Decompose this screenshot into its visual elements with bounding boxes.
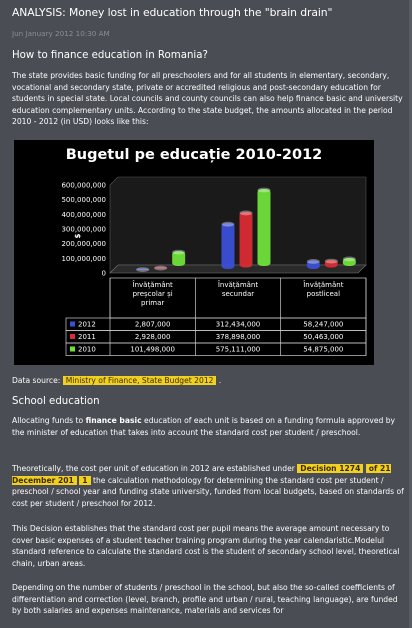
table-row-2010 xyxy=(65,342,367,356)
data-source-line: Data source: Ministry of Finance, State … xyxy=(12,375,404,387)
bar-2012-1 xyxy=(221,223,235,269)
category-label: postliceal xyxy=(307,290,340,298)
bar-cap-2011-2 xyxy=(324,258,338,264)
y-axis-label: $ xyxy=(74,233,82,238)
bar-cap-2012-0 xyxy=(136,267,150,272)
s2-p1-bold: finance basic xyxy=(85,416,142,425)
category-label: Învățământ xyxy=(133,280,174,290)
school-paragraph-4: Depending on the number of students / pr… xyxy=(12,583,398,616)
y-tick-label: 0 xyxy=(102,270,106,278)
data-label-2011-2: 50,463,000 xyxy=(303,333,343,341)
decision-link[interactable]: Decision 1274 xyxy=(297,464,364,473)
data-label-2012-2: 58,247,000 xyxy=(303,321,343,329)
chart-floor xyxy=(109,264,367,274)
category-label: preșcolar și xyxy=(133,290,173,298)
bar-2010-2 xyxy=(342,257,356,266)
data-label-2010-1: 575,111,000 xyxy=(216,346,261,354)
y-tick-label: 400,000,000 xyxy=(61,211,106,219)
category-label: Învățământ xyxy=(218,280,259,290)
category-label: Învățământ xyxy=(303,280,344,290)
bar-2011-1 xyxy=(239,211,253,268)
y-tick-label: 500,000,000 xyxy=(61,196,106,204)
y-tick-label: 100,000,000 xyxy=(61,255,106,263)
data-label-2010-2: 54,875,000 xyxy=(303,346,343,354)
bar-2011-0 xyxy=(154,267,168,269)
bar-cap-2012-2 xyxy=(306,259,320,264)
legend-swatch-2010 xyxy=(70,346,75,352)
page-scrollbar[interactable] xyxy=(409,0,412,628)
s2-p2-post: the calculation methodology for determin… xyxy=(12,475,404,508)
section-heading-finance: How to finance education in Romania? xyxy=(12,50,208,61)
school-paragraph-3: This Decision establishes that the stand… xyxy=(12,524,400,568)
category-label: secundar xyxy=(222,290,254,298)
article-date: Jun January 2012 10:30 AM xyxy=(12,29,110,38)
data-label-2011-1: 378,898,000 xyxy=(216,333,261,341)
y-tick-label: 600,000,000 xyxy=(61,182,106,190)
intro-paragraph: The state provides basic funding for all… xyxy=(12,71,403,127)
legend-label-2010: 2010 xyxy=(78,346,96,354)
bar-2012-0 xyxy=(136,268,150,271)
bar-cap-2010-0 xyxy=(172,249,186,255)
data-label-2012-0: 2,807,000 xyxy=(135,321,171,329)
s2-p1-pre: Allocating funds to xyxy=(12,416,86,425)
bar-2010-1 xyxy=(257,189,271,266)
school-paragraph-1: Allocating funds to finance basic educat… xyxy=(12,415,404,438)
bar-cap-2011-1 xyxy=(239,210,253,216)
data-source-end: . xyxy=(218,376,222,385)
data-source-label: Data source: xyxy=(12,376,61,385)
s2-p1-post: education of each unit is based on a fun… xyxy=(12,416,396,437)
data-label-2011-0: 2,928,000 xyxy=(135,333,171,341)
legend-label-2012: 2012 xyxy=(78,321,96,329)
bar-cap-2011-0 xyxy=(154,265,168,271)
school-paragraph-2: Theoretically, the cost per unit of educ… xyxy=(12,463,404,509)
chart-back-wall xyxy=(109,176,367,274)
legend-swatch-2011 xyxy=(70,334,75,339)
category-label: primar xyxy=(141,299,164,307)
y-tick-label: 200,000,000 xyxy=(61,240,106,248)
budget-chart: Bugetul pe educație 2010-2012 600,000,00… xyxy=(14,140,374,365)
article-title: ANALYSIS: Money lost in education throug… xyxy=(12,6,333,19)
bar-2012-2 xyxy=(306,260,320,269)
chart-title: Bugetul pe educație 2010-2012 xyxy=(65,147,323,163)
bar-cap-2010-2 xyxy=(342,256,356,262)
budget-chart-svg: 600,000,000 500,000,000 400,000,000 300,000… xyxy=(61,176,367,356)
decision-year-link[interactable]: 1 xyxy=(79,475,91,485)
bar-2011-2 xyxy=(324,260,338,268)
legend-swatch-2012 xyxy=(70,321,75,327)
section-heading-school: School education xyxy=(12,396,100,407)
data-label-2012-1: 312,434,000 xyxy=(216,321,261,329)
bar-2010-0 xyxy=(172,251,186,266)
data-source-link[interactable]: Ministry of Finance, State Budget 2012 xyxy=(62,376,217,385)
legend-label-2011: 2011 xyxy=(78,333,96,341)
data-label-2010-0: 101,498,000 xyxy=(130,346,175,354)
y-tick-label: 300,000,000 xyxy=(61,226,106,234)
s2-p2-pre: Theoretically, the cost per unit of educ… xyxy=(12,464,298,473)
bar-cap-2012-1 xyxy=(221,221,235,227)
bar-cap-2010-1 xyxy=(257,187,271,193)
